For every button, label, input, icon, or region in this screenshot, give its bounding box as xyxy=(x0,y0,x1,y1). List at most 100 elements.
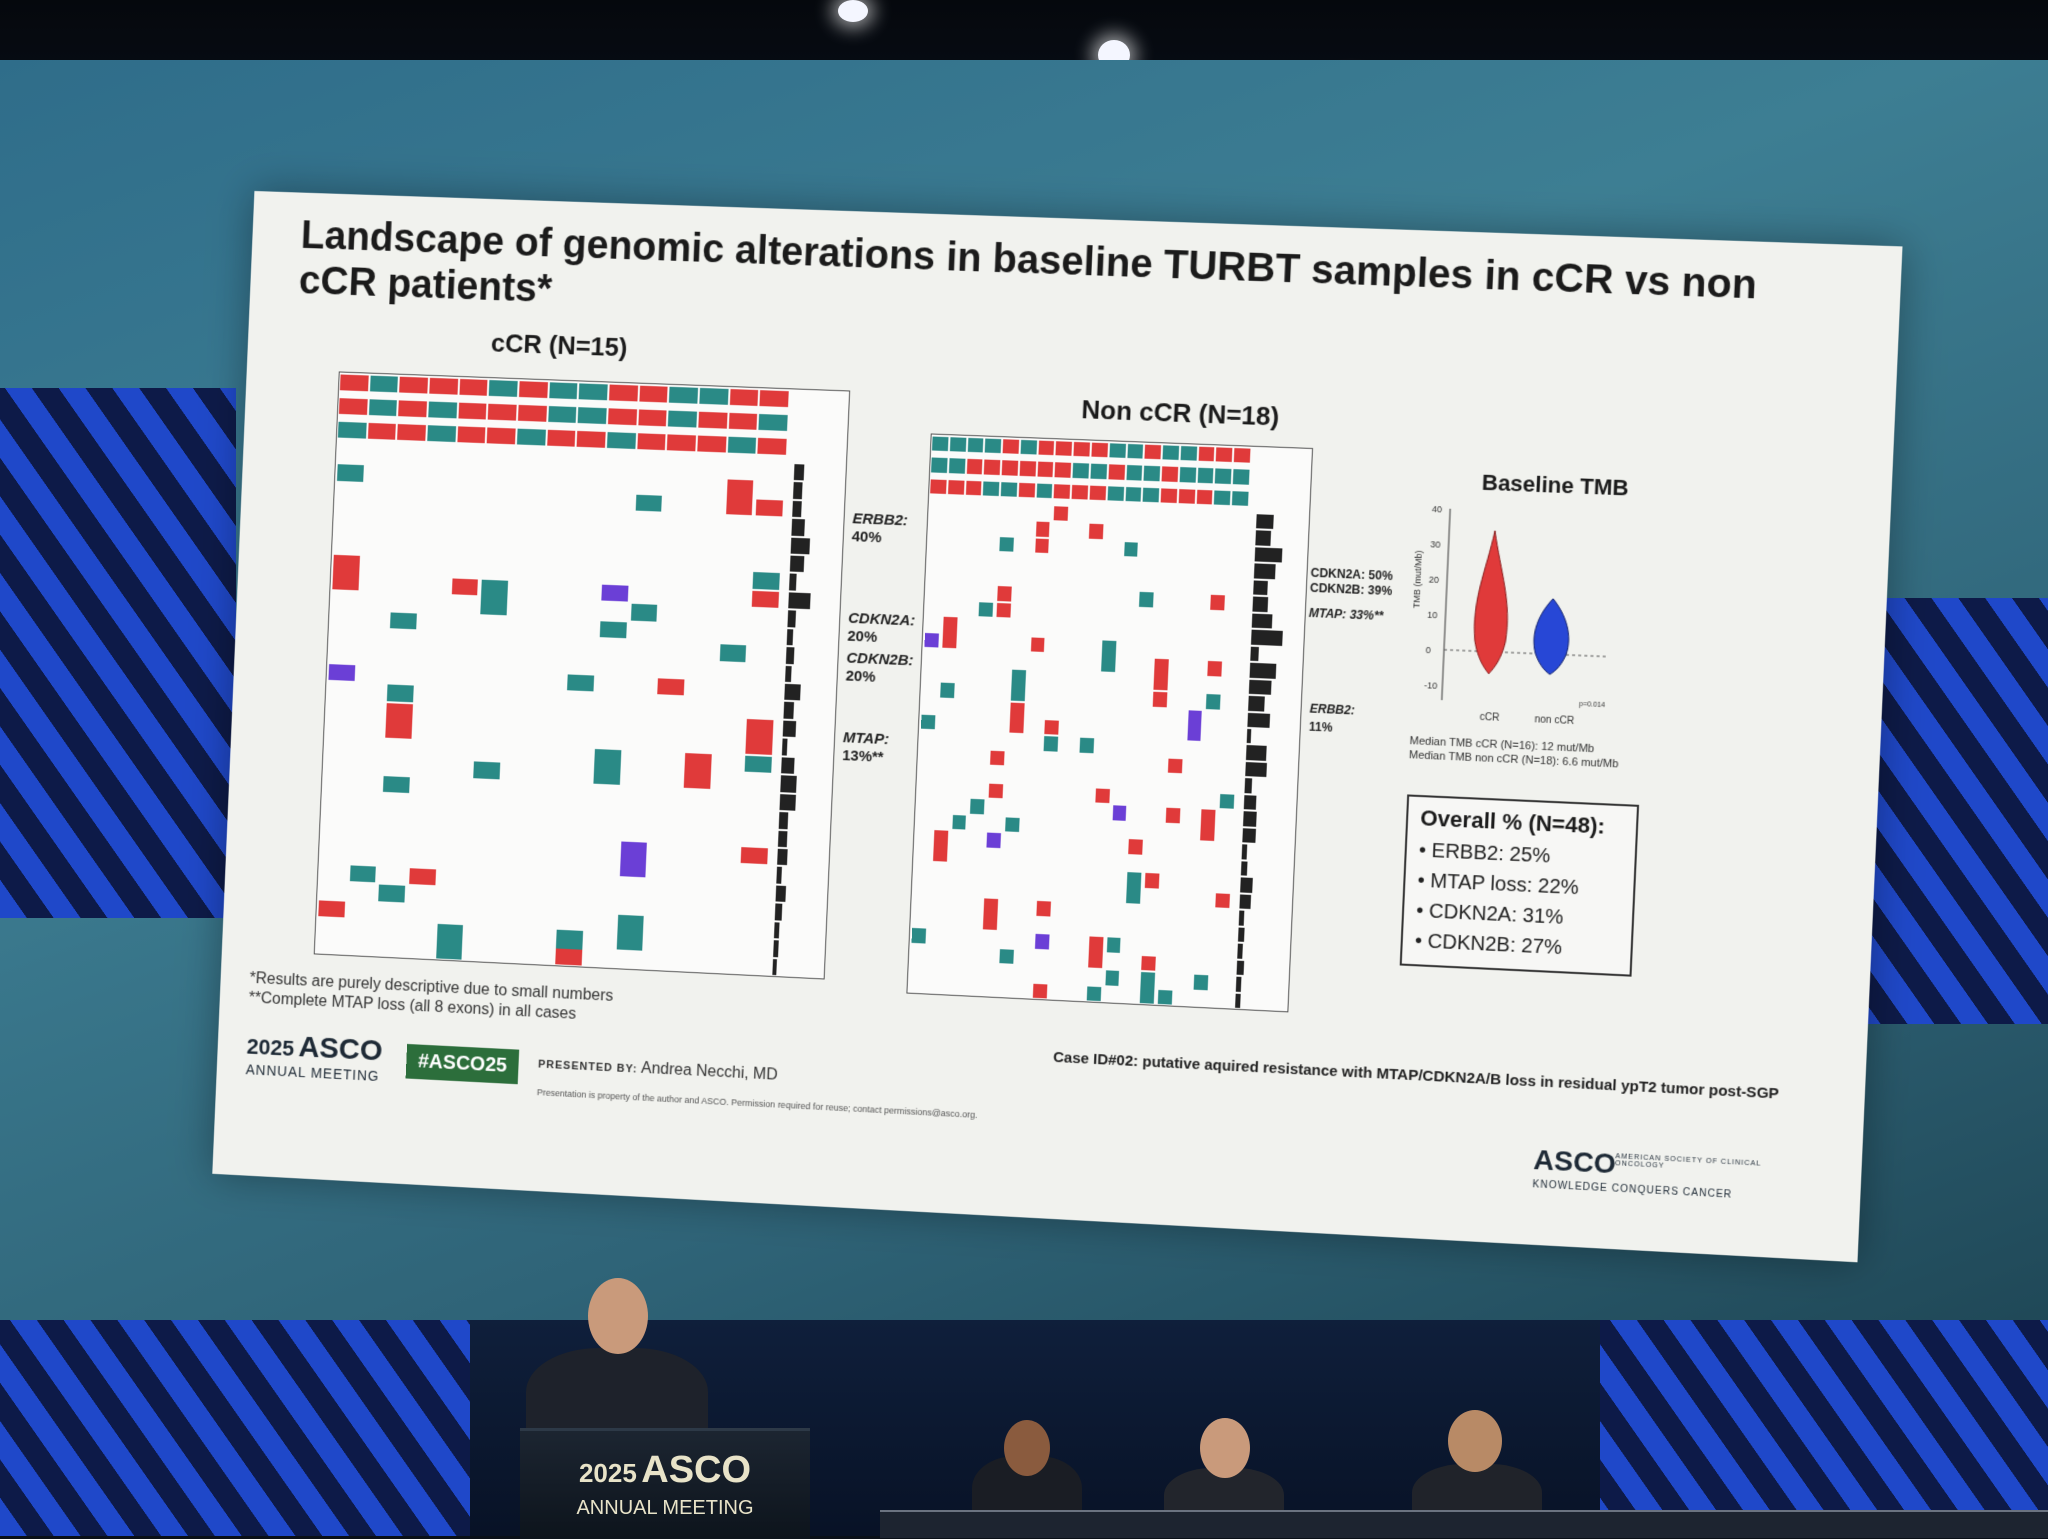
oncoprint-header-cell xyxy=(698,412,727,429)
oncoprint-header-cell xyxy=(487,427,516,444)
violin-y-tick: 40 xyxy=(1432,504,1443,515)
oncoprint-cell xyxy=(1112,806,1126,821)
oncoprint-header-cell xyxy=(609,385,638,402)
oncoprint-header-cell xyxy=(1127,444,1143,459)
oncoprint-cell xyxy=(997,586,1011,601)
presented-by-label: PRESENTED BY: xyxy=(538,1059,638,1076)
oncoprint-header-cell xyxy=(1037,462,1053,477)
oncoprint-header-cell xyxy=(1214,490,1230,505)
oncoprint-header-cell xyxy=(1108,465,1124,480)
oncoprint-header-cell xyxy=(697,435,726,452)
stage-stripe-left xyxy=(0,1320,470,1536)
oncoprint-cell xyxy=(658,678,685,695)
oncoprint-frequency-bar xyxy=(1236,977,1241,992)
oncoprint-header-cell xyxy=(368,423,397,440)
oncoprint-frequency-bar xyxy=(1252,613,1273,628)
oncoprint-cell xyxy=(719,644,746,661)
oncoprint-header-cell xyxy=(489,380,518,397)
panel-table xyxy=(880,1510,2048,1538)
oncoprint-frequency-bar xyxy=(787,629,793,646)
oncoprint-cell xyxy=(1033,983,1047,998)
oncoprint-header-cell xyxy=(667,434,696,451)
violin-title: Baseline TMB xyxy=(1481,470,1629,502)
oncoprint-frequency-bar xyxy=(780,775,796,792)
oncoprint-header-cell xyxy=(1090,485,1106,500)
oncoprint-frequency-bar xyxy=(793,482,803,499)
oncoprint-cell xyxy=(635,494,662,511)
oncoprint-header-cell xyxy=(948,480,964,495)
oncoprint-cell xyxy=(1166,808,1180,823)
right-oncoprint xyxy=(906,433,1313,1012)
oncoprint-cell xyxy=(1054,506,1068,521)
oncoprint-cell xyxy=(726,480,754,516)
overall-title: Overall % (N=48): xyxy=(1420,805,1625,840)
oncoprint-cell xyxy=(746,719,774,755)
oncoprint-frequency-bar xyxy=(1240,878,1253,893)
oncoprint-cell xyxy=(999,537,1013,552)
oncoprint-cell xyxy=(1037,901,1051,916)
oncoprint-cell xyxy=(1086,986,1100,1001)
oncoprint-header-cell xyxy=(1038,441,1054,456)
oncoprint-cell xyxy=(1106,937,1120,952)
oncoprint-frequency-bar xyxy=(1237,944,1242,959)
case-note: Case ID#02: putative aquired resistance … xyxy=(1053,1049,1779,1103)
oncoprint-cell xyxy=(593,749,621,785)
oncoprint-cell xyxy=(1089,524,1103,539)
podium-year: 2025 xyxy=(579,1458,637,1488)
oncoprint-cell xyxy=(745,755,772,773)
oncoprint-header-cell xyxy=(518,405,547,422)
oncoprint-frequency-bar xyxy=(787,611,796,628)
oncoprint-frequency-bar xyxy=(1248,696,1264,711)
oncoprint-header-cell xyxy=(339,398,367,415)
oncoprint-frequency-bar xyxy=(1242,828,1255,843)
podium-brand: ASCO xyxy=(641,1449,751,1491)
violin-y-tick: -10 xyxy=(1424,680,1438,691)
oncoprint-frequency-bar xyxy=(1250,663,1276,679)
oncoprint-cell xyxy=(1140,972,1155,1004)
oncoprint-cell xyxy=(1154,659,1169,691)
oncoprint-header-cell xyxy=(1179,489,1195,504)
oncoprint-frequency-bar xyxy=(790,556,804,573)
oncoprint-header-cell xyxy=(730,389,759,406)
oncoprint-cell xyxy=(970,799,984,814)
stage-stripe-right xyxy=(1600,1320,2048,1536)
oncoprint-header-cell xyxy=(949,459,965,474)
oncoprint-cell xyxy=(1009,702,1024,733)
oncoprint-header-cell xyxy=(759,414,788,431)
oncoprint-header-cell xyxy=(578,407,607,424)
oncoprint-cell xyxy=(987,833,1001,848)
oncoprint-cell xyxy=(332,555,359,590)
oncoprint-header-cell xyxy=(340,374,368,391)
oncoprint-cell xyxy=(921,715,935,730)
oncoprint-cell xyxy=(756,499,783,516)
oncoprint-frequency-bar xyxy=(1255,531,1271,546)
oncoprint-header-cell xyxy=(1232,491,1248,506)
oncoprint-frequency-bar xyxy=(1238,927,1244,942)
oncoprint-frequency-bar xyxy=(1246,745,1267,760)
oncoprint-header-cell xyxy=(488,404,517,421)
oncoprint-frequency-bar xyxy=(1245,762,1267,777)
oncoprint-header-cell xyxy=(1126,465,1142,480)
oncoprint-cell xyxy=(620,841,648,877)
asco-org-name: AMERICAN SOCIETY OF CLINICAL ONCOLOGY xyxy=(1615,1153,1790,1176)
oncoprint-frequency-bar xyxy=(776,885,786,902)
speaker-head xyxy=(588,1278,648,1354)
oncoprint-cell xyxy=(1031,637,1045,652)
oncoprint-cell xyxy=(409,868,436,885)
oncoprint-cell xyxy=(481,579,508,615)
oncoprint-frequency-bar xyxy=(782,739,788,756)
oncoprint-header-cell xyxy=(427,425,456,442)
oncoprint-cell xyxy=(1153,692,1167,707)
oncoprint-frequency-bar xyxy=(1247,729,1252,744)
meeting-brand: ASCO xyxy=(298,1031,383,1068)
oncoprint-cell xyxy=(601,584,628,601)
oncoprint-frequency-bar xyxy=(789,574,796,591)
stage-light xyxy=(838,0,868,22)
oncoprint-cell xyxy=(1088,937,1103,969)
oncoprint-header-cell xyxy=(1091,443,1107,458)
oncoprint-cell xyxy=(1095,788,1109,803)
oncoprint-cell xyxy=(924,633,938,648)
oncoprint-cell xyxy=(1011,669,1026,700)
oncoprint-cell xyxy=(1045,720,1059,735)
oncoprint-frequency-bar xyxy=(1249,679,1271,694)
